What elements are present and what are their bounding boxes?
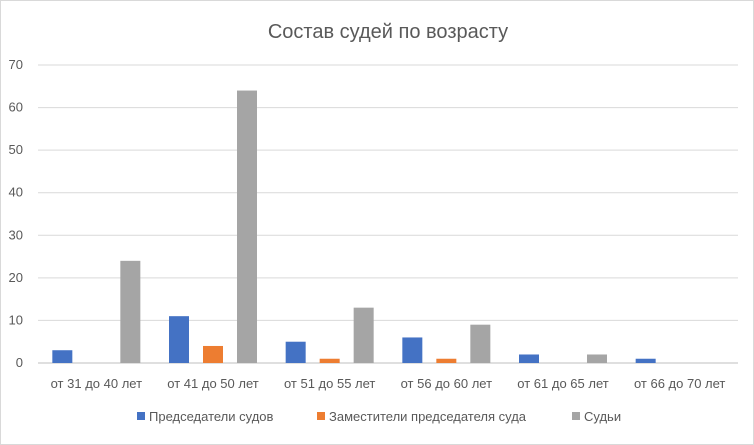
bar-2-4 [436,358,457,363]
legend-label: Заместители председателя суда [329,409,527,424]
legend-label: Судьи [584,409,621,424]
bar-1-1 [52,350,73,363]
bar-1-4 [402,337,423,363]
chart-title: Состав судей по возрасту [268,21,508,43]
bars [52,90,656,364]
bar-1-2 [169,316,189,363]
x-axis-labels: от 31 до 40 лет от 41 до 50 лет от 51 до 5… [51,376,726,391]
y-tick-label: 60 [9,100,23,115]
y-tick-label: 10 [9,312,23,327]
bar-3-1 [120,260,141,363]
bar-3-3 [353,307,374,363]
bar-2-2 [203,345,223,363]
bar-3-2 [237,90,257,364]
legend-swatch [572,412,580,420]
bar-1-3 [285,341,306,363]
legend-swatch [137,412,145,420]
bar-2-3 [319,358,340,363]
legend-label: Председатели судов [149,409,274,424]
legend-swatch [317,412,325,420]
y-tick-label: 30 [9,227,23,242]
x-category-label: от 51 до 55 лет [284,376,375,391]
x-category-label: от 66 до 70 лет [634,376,725,391]
y-axis-ticks: 0 10 20 30 40 50 60 70 [9,57,23,370]
bar-3-5 [587,354,607,363]
legend: Председатели судов Заместители председате… [137,409,621,424]
bar-1-6 [635,358,656,363]
x-category-label: от 61 до 65 лет [517,376,608,391]
y-tick-label: 50 [9,142,23,157]
x-category-label: от 31 до 40 лет [51,376,142,391]
bar-3-4 [470,324,491,363]
x-category-label: от 56 до 60 лет [401,376,492,391]
bar-1-5 [519,354,539,363]
y-tick-label: 20 [9,270,23,285]
y-tick-label: 0 [16,355,23,370]
gridlines [38,64,738,364]
x-category-label: от 41 до 50 лет [167,376,258,391]
y-tick-label: 40 [9,185,23,200]
y-tick-label: 70 [9,57,23,72]
